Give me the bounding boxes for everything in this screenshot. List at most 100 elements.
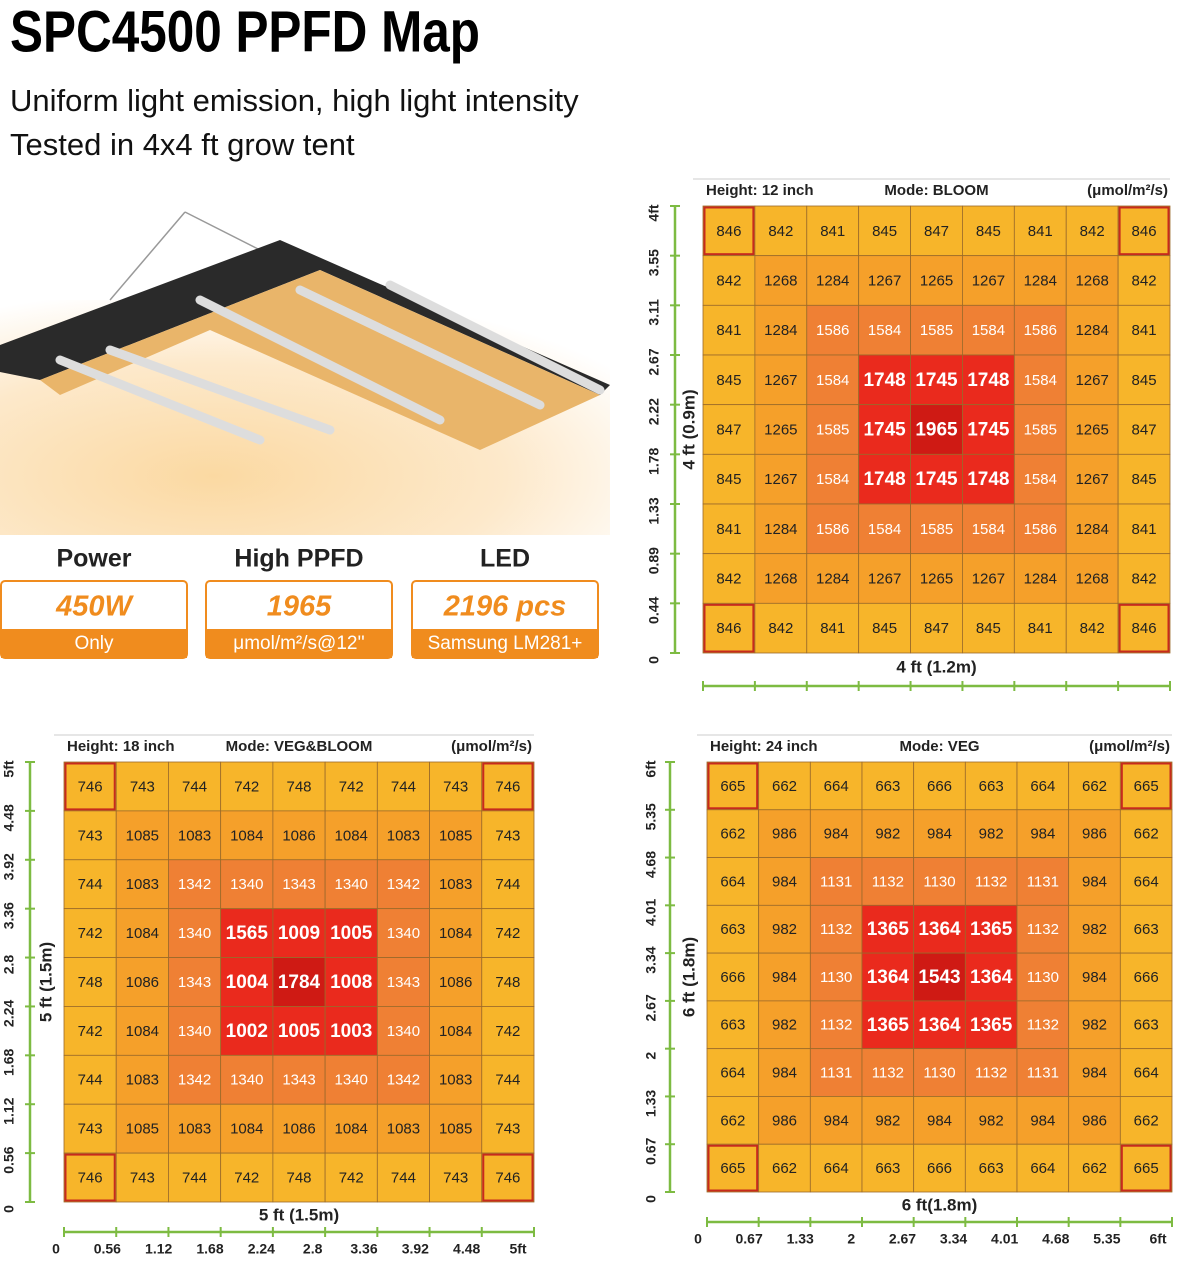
cell-value: 984 (772, 873, 797, 890)
cell-value: 748 (286, 778, 311, 795)
cell-value: 662 (720, 826, 745, 843)
cell-value: 982 (1082, 921, 1107, 938)
cell (858, 503, 911, 555)
subtitle: Tested in 4x4 ft grow tent (10, 127, 355, 162)
cell-value: 1584 (972, 322, 1005, 339)
x-axis-label: 4 ft (1.2m) (896, 657, 976, 676)
cell (1117, 205, 1171, 257)
cell-value: 1584 (816, 471, 849, 488)
cell-value: 742 (495, 1023, 520, 1040)
cell-value: 662 (772, 1160, 797, 1177)
cell (1117, 304, 1171, 356)
cell-value: 1268 (764, 272, 797, 289)
cell-value: 1003 (330, 1021, 372, 1042)
cell (754, 304, 808, 356)
cell-value: 1130 (820, 969, 852, 986)
cell-value: 841 (1132, 322, 1157, 339)
cell-value: 847 (1132, 421, 1157, 438)
cell-value: 744 (78, 1072, 103, 1089)
cell-value: 1086 (282, 1121, 315, 1138)
y-tick-label: 2.8 (1, 955, 17, 975)
cell-value: 986 (772, 1112, 797, 1129)
cell (1016, 904, 1070, 954)
cell (481, 761, 535, 812)
cell-value: 1268 (1075, 570, 1108, 587)
cell (806, 553, 860, 604)
cell-value: 1132 (975, 1065, 1007, 1082)
corner-mark (703, 206, 755, 256)
cell (861, 809, 915, 858)
cell-value: 841 (820, 620, 845, 637)
cell (272, 1006, 326, 1056)
cell (168, 1152, 222, 1203)
cell-value: 1543 (918, 967, 960, 988)
cell-value: 842 (716, 272, 741, 289)
y-tick-label: 5.35 (643, 803, 659, 830)
cell-value: 1364 (970, 967, 1013, 988)
cell-value: 841 (716, 521, 741, 538)
x-tick-label: 5.35 (1093, 1231, 1120, 1247)
cell-value: 1085 (439, 1121, 472, 1138)
cell-value: 845 (716, 372, 741, 389)
cell-value: 663 (720, 921, 745, 938)
cell-value: 1284 (1024, 570, 1057, 587)
cell-value: 1268 (764, 570, 797, 587)
cell-value: 1284 (816, 272, 849, 289)
y-tick-label: 4.01 (643, 898, 659, 925)
cell-value: 1584 (868, 322, 901, 339)
cell (324, 761, 378, 812)
cell (702, 453, 756, 505)
x-tick-label: 5ft (509, 1241, 526, 1257)
cell-value: 1584 (1024, 471, 1057, 488)
cell (324, 1103, 378, 1154)
cell-value: 744 (495, 876, 520, 893)
y-tick-label: 5ft (1, 760, 17, 777)
cell (1117, 255, 1171, 306)
x-tick-label: 2.24 (248, 1241, 275, 1257)
cell (220, 859, 274, 910)
cell-value: 1586 (1024, 322, 1057, 339)
y-tick-label: 0.56 (1, 1146, 17, 1173)
cell-value: 841 (1028, 620, 1053, 637)
cell (1065, 404, 1119, 455)
cell-value: 1343 (282, 876, 315, 893)
cell (754, 503, 808, 555)
cell-value: 984 (772, 1065, 797, 1082)
cell-value: 744 (78, 876, 103, 893)
cell-value: 743 (78, 827, 103, 844)
map-unit: (μmol/m²/s) (1087, 182, 1168, 199)
cell-value: 1965 (915, 420, 958, 441)
cell-value: 743 (495, 827, 520, 844)
cell-value: 1342 (387, 876, 420, 893)
map-mode: Mode: VEG (899, 738, 979, 755)
cell-value: 1267 (1075, 471, 1108, 488)
cell (63, 859, 117, 910)
cell-value: 842 (768, 620, 793, 637)
corner-mark (1118, 206, 1170, 256)
x-tick-label: 4.48 (453, 1241, 480, 1257)
cell (1016, 1143, 1070, 1193)
cell-value: 1131 (820, 1065, 852, 1082)
cell-value: 986 (1082, 1112, 1107, 1129)
cell (964, 1096, 1018, 1145)
cell (324, 908, 378, 958)
cell (429, 957, 483, 1007)
cell (702, 503, 756, 555)
cell (429, 761, 483, 812)
cell (115, 761, 169, 812)
cell-value: 1084 (439, 1023, 472, 1040)
cell (1119, 1048, 1173, 1097)
cell-value: 845 (716, 471, 741, 488)
cell-value: 746 (495, 778, 520, 795)
cell-value: 1083 (178, 1121, 211, 1138)
cell-value: 744 (495, 1072, 520, 1089)
cell-value: 666 (927, 1160, 952, 1177)
cell-value: 845 (1132, 471, 1157, 488)
cell-value: 743 (78, 1121, 103, 1138)
cell-value: 1131 (1027, 1065, 1059, 1082)
cell (702, 602, 756, 654)
cell-value: 1585 (920, 521, 953, 538)
cell (861, 1048, 915, 1097)
cell (702, 553, 756, 604)
cell (913, 1096, 966, 1145)
